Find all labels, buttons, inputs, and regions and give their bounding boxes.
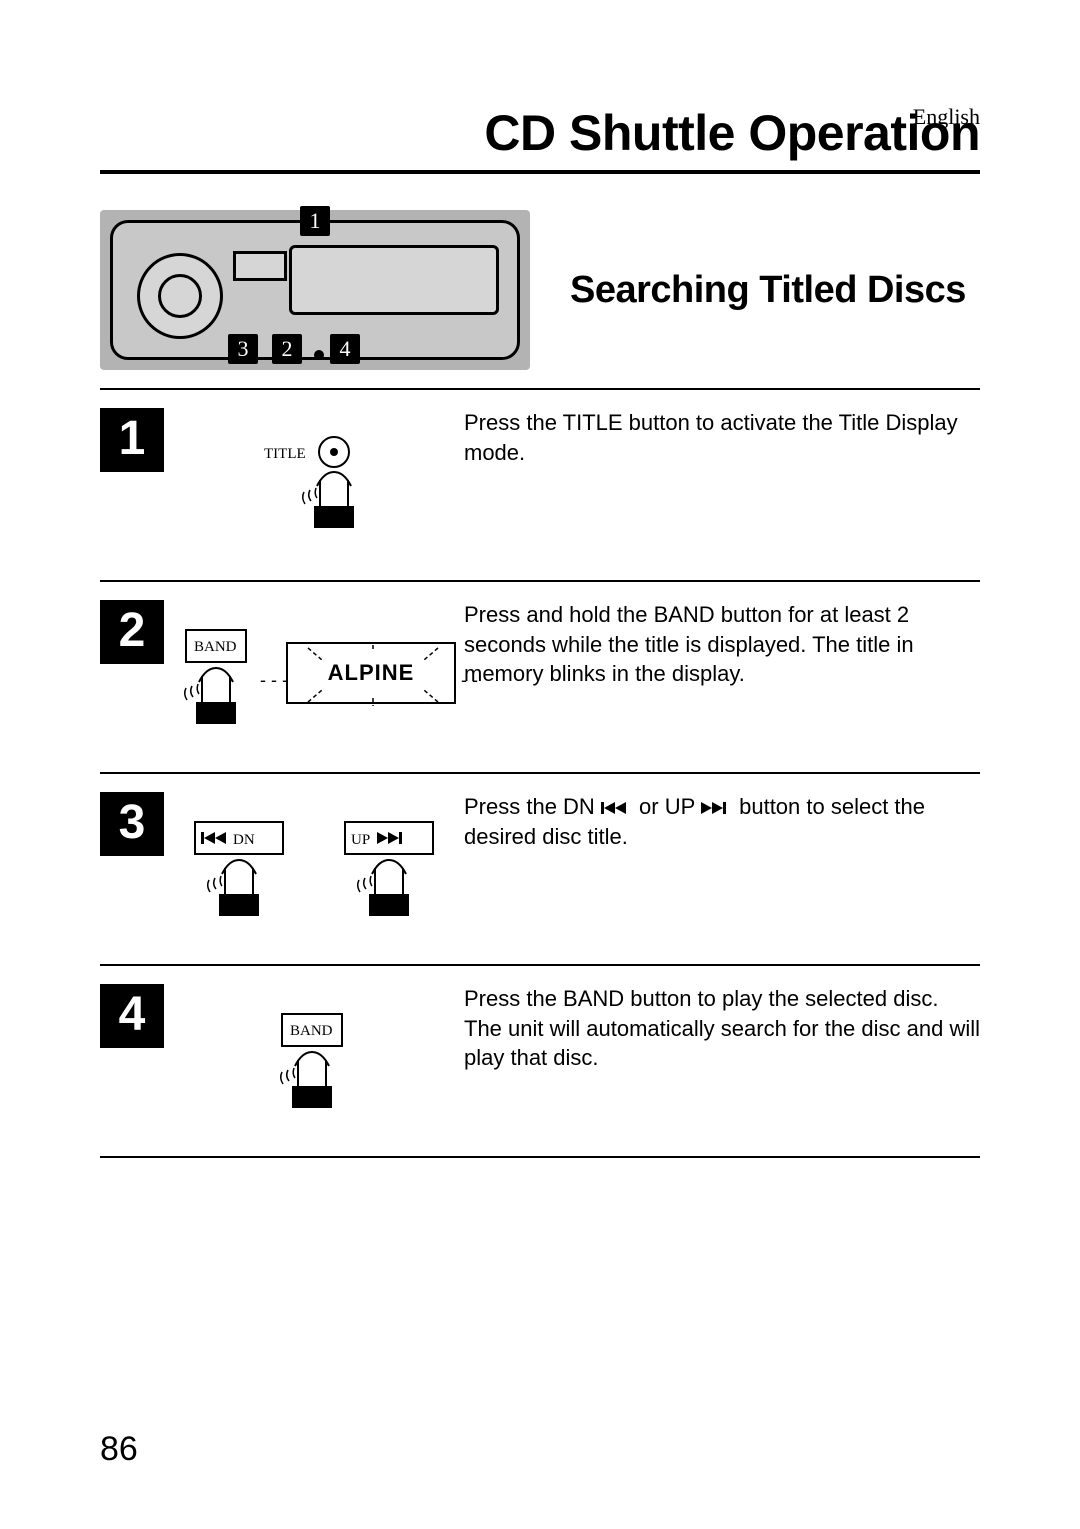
- step-2: 2 BAND - - - ALPINE - -: [100, 600, 980, 770]
- device-display-slot: [289, 245, 499, 315]
- step-text: Press and hold the BAND button for at le…: [464, 600, 980, 689]
- divider: [100, 1156, 980, 1158]
- section-title: Searching Titled Discs: [570, 269, 966, 312]
- device-dial: [137, 253, 223, 339]
- callout-4: 4: [330, 334, 360, 364]
- step-1: 1 TITLE Press the TITLE button to activa…: [100, 408, 980, 578]
- button-label: BAND: [290, 1023, 333, 1039]
- step-text: Press the BAND button to play the select…: [464, 984, 980, 1073]
- button-label: TITLE: [264, 446, 306, 462]
- blink-indicator: - -: [461, 670, 478, 691]
- callout-3: 3: [228, 334, 258, 364]
- blink-rays-icon: [288, 644, 458, 706]
- step-number: 1: [100, 408, 164, 472]
- title-button-icon: TITLE: [254, 416, 374, 546]
- button-label: DN: [233, 832, 255, 848]
- callout-1: 1: [300, 206, 330, 236]
- callout-2: 2: [272, 334, 302, 364]
- step-graphic: BAND: [164, 984, 464, 1122]
- divider: [100, 388, 980, 390]
- step-number: 4: [100, 984, 164, 1048]
- text-line: Press the BAND button to play the select…: [464, 984, 980, 1014]
- up-button-icon: UP: [339, 800, 439, 930]
- step-text: Press the DN or UP button to select the …: [464, 792, 980, 851]
- device-buttons: [233, 251, 287, 281]
- step-4: 4 BAND Press the BAND button to play the…: [100, 984, 980, 1154]
- callout-separator-dot: [314, 350, 324, 360]
- step-text: Press the TITLE button to activate the T…: [464, 408, 980, 467]
- display-readout: - - - ALPINE - -: [286, 642, 456, 704]
- divider: [100, 772, 980, 774]
- divider: [100, 580, 980, 582]
- blink-indicator: - - -: [260, 670, 288, 691]
- band-button-icon: BAND: [172, 608, 262, 738]
- step-number: 2: [100, 600, 164, 664]
- band-button-icon: BAND: [254, 992, 374, 1122]
- step-graphic: DN UP: [164, 792, 464, 930]
- text-line: The unit will automatically search for t…: [464, 1014, 980, 1073]
- text-fragment: Press the DN: [464, 794, 601, 819]
- device-illustration: 1 3 2 4: [100, 210, 530, 370]
- step-3: 3 DN UP: [100, 792, 980, 962]
- divider: [100, 170, 980, 174]
- dn-button-icon: DN: [189, 800, 289, 930]
- device-faceplate: [110, 220, 520, 360]
- skip-forward-icon: [701, 800, 733, 816]
- language-label: English: [913, 104, 980, 130]
- step-graphic: TITLE: [164, 408, 464, 546]
- divider: [100, 964, 980, 966]
- skip-back-icon: [601, 800, 633, 816]
- manual-page: English CD Shuttle Operation 1 3 2 4 Sea…: [0, 0, 1080, 1529]
- page-number: 86: [100, 1430, 138, 1469]
- header-row: 1 3 2 4 Searching Titled Discs: [100, 210, 980, 370]
- text-fragment: or UP: [633, 794, 701, 819]
- step-number: 3: [100, 792, 164, 856]
- page-title: CD Shuttle Operation: [100, 104, 980, 162]
- button-label: UP: [351, 832, 370, 848]
- button-label: BAND: [194, 639, 237, 655]
- step-graphic: BAND - - - ALPINE - -: [164, 600, 464, 738]
